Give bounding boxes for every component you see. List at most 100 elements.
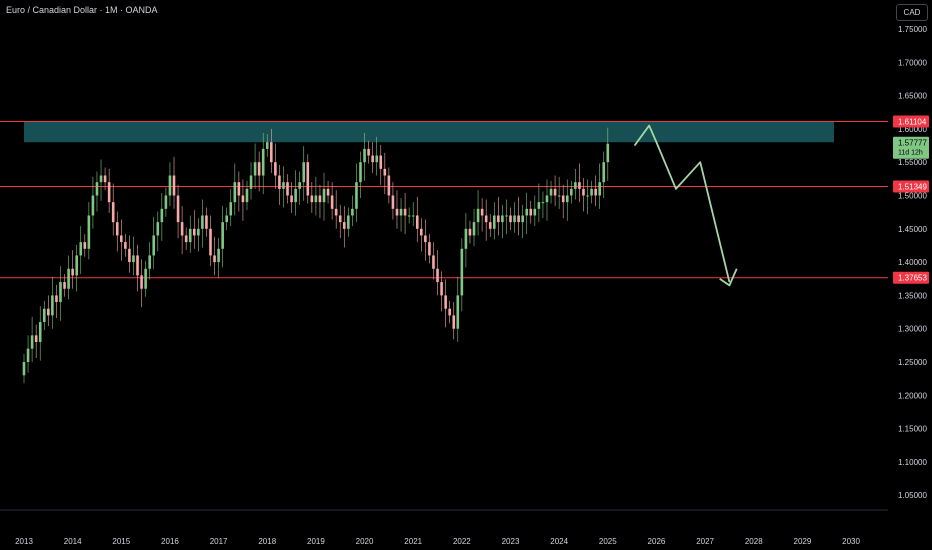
candle-body[interactable] <box>245 188 249 203</box>
projection-path[interactable] <box>633 124 731 283</box>
candle-body[interactable] <box>553 188 557 196</box>
candle-body[interactable] <box>549 188 553 196</box>
candle-body[interactable] <box>403 208 407 216</box>
candle-body[interactable] <box>517 215 520 223</box>
candle-body[interactable] <box>30 335 34 349</box>
candle-body[interactable] <box>148 255 151 269</box>
resistance-zone[interactable] <box>24 121 835 143</box>
candle-body[interactable] <box>383 168 387 176</box>
candle-body[interactable] <box>34 335 38 343</box>
candle-body[interactable] <box>120 235 123 243</box>
candle-body[interactable] <box>156 222 160 236</box>
candle-body[interactable] <box>574 182 577 189</box>
candle-body[interactable] <box>91 195 95 216</box>
candle-body[interactable] <box>83 242 87 249</box>
candle-body[interactable] <box>209 228 212 256</box>
candle-body[interactable] <box>541 202 545 204</box>
candle-body[interactable] <box>492 215 496 229</box>
candle-body[interactable] <box>184 235 188 243</box>
candle-body[interactable] <box>375 155 379 163</box>
candle-body[interactable] <box>497 215 500 223</box>
currency-badge[interactable]: CAD <box>896 4 928 21</box>
candle-body[interactable] <box>99 175 103 183</box>
candle-body[interactable] <box>111 202 115 223</box>
candle-body[interactable] <box>318 195 322 203</box>
candle-body[interactable] <box>363 148 366 163</box>
candle-body[interactable] <box>452 315 456 329</box>
candle-body[interactable] <box>606 143 610 163</box>
candle-body[interactable] <box>314 195 318 203</box>
candle-body[interactable] <box>310 195 314 203</box>
candle-body[interactable] <box>278 175 281 189</box>
candle-body[interactable] <box>602 162 606 183</box>
candle-body[interactable] <box>347 215 350 229</box>
candle-body[interactable] <box>160 208 164 223</box>
candle-body[interactable] <box>456 295 460 329</box>
candle-body[interactable] <box>47 308 50 316</box>
candle-body[interactable] <box>217 248 220 263</box>
candle-body[interactable] <box>561 195 565 203</box>
candle-body[interactable] <box>432 255 435 269</box>
candle-body[interactable] <box>115 222 119 236</box>
candle-body[interactable] <box>578 182 581 189</box>
candle-body[interactable] <box>407 215 411 217</box>
candle-body[interactable] <box>282 182 285 189</box>
candle-body[interactable] <box>529 208 533 216</box>
candle-body[interactable] <box>290 195 293 203</box>
candle-body[interactable] <box>253 162 257 176</box>
candle-body[interactable] <box>448 308 451 316</box>
candle-body[interactable] <box>55 295 58 303</box>
candle-body[interactable] <box>387 175 391 196</box>
candle-body[interactable] <box>326 188 330 196</box>
candle-body[interactable] <box>63 282 66 289</box>
candle-body[interactable] <box>26 348 30 362</box>
candle-body[interactable] <box>436 268 439 283</box>
candle-body[interactable] <box>460 248 464 296</box>
candle-body[interactable] <box>42 308 46 323</box>
candle-body[interactable] <box>136 255 139 276</box>
candle-body[interactable] <box>472 222 476 236</box>
candle-body[interactable] <box>152 235 156 256</box>
candle-body[interactable] <box>274 162 277 176</box>
candle-body[interactable] <box>71 268 74 276</box>
candle-body[interactable] <box>391 195 395 209</box>
candle-body[interactable] <box>286 182 289 196</box>
candle-body[interactable] <box>533 208 537 216</box>
candle-body[interactable] <box>59 282 62 303</box>
candle-body[interactable] <box>302 162 306 183</box>
candle-body[interactable] <box>233 182 237 203</box>
candle-body[interactable] <box>420 228 423 236</box>
candle-body[interactable] <box>176 195 180 223</box>
candle-body[interactable] <box>107 182 111 203</box>
candle-body[interactable] <box>570 188 573 196</box>
candle-body[interactable] <box>399 208 403 216</box>
candle-body[interactable] <box>221 222 224 249</box>
candle-body[interactable] <box>565 195 569 203</box>
candle-body[interactable] <box>237 182 241 196</box>
candle-body[interactable] <box>192 228 196 236</box>
candle-body[interactable] <box>241 195 245 203</box>
candle-body[interactable] <box>371 155 374 163</box>
candle-body[interactable] <box>38 322 42 343</box>
candle-body[interactable] <box>225 215 229 223</box>
candle-body[interactable] <box>103 175 107 183</box>
candle-body[interactable] <box>140 275 143 289</box>
candle-body[interactable] <box>424 235 427 243</box>
candle-body[interactable] <box>322 188 326 203</box>
candle-body[interactable] <box>51 295 54 316</box>
candle-body[interactable] <box>330 195 334 209</box>
candle-body[interactable] <box>22 362 26 376</box>
candle-body[interactable] <box>582 188 585 196</box>
candle-body[interactable] <box>464 228 468 249</box>
candle-body[interactable] <box>257 162 261 176</box>
candle-body[interactable] <box>444 295 447 309</box>
candle-body[interactable] <box>351 208 354 216</box>
candle-body[interactable] <box>476 208 480 223</box>
candle-body[interactable] <box>359 162 362 183</box>
candle-body[interactable] <box>298 182 301 189</box>
candle-body[interactable] <box>261 148 265 176</box>
candle-body[interactable] <box>367 148 370 156</box>
candle-body[interactable] <box>67 268 70 289</box>
candle-body[interactable] <box>338 215 342 223</box>
candle-body[interactable] <box>87 215 91 249</box>
